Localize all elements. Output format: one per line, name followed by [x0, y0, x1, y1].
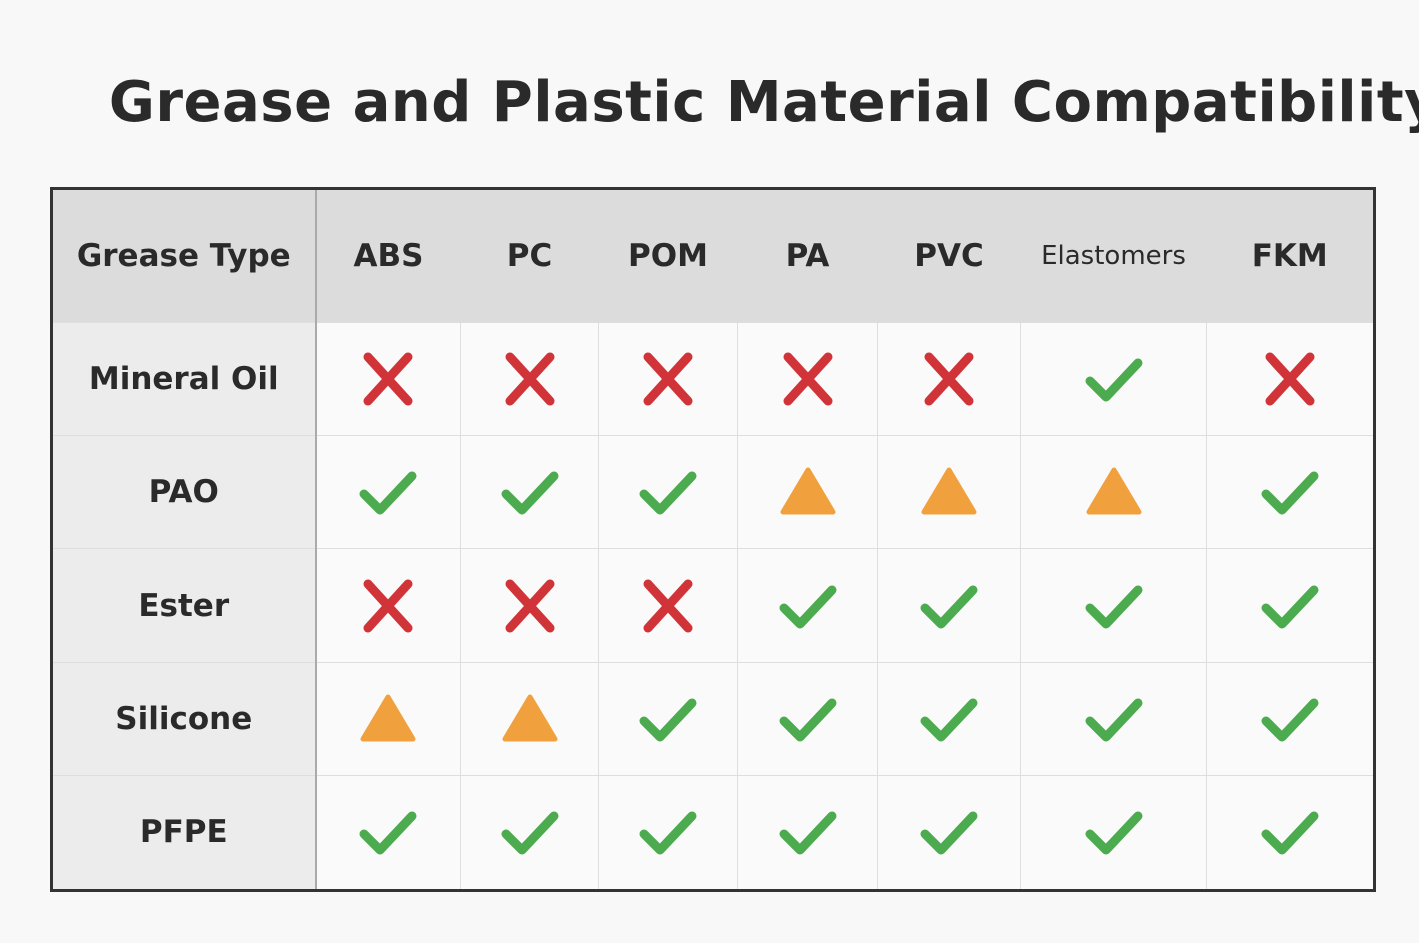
cell	[460, 321, 599, 437]
header-cell: PA	[737, 188, 878, 323]
cell	[1020, 774, 1207, 892]
row-label: PAO	[51, 435, 317, 550]
cell	[598, 548, 738, 663]
row-label: Silicone	[51, 661, 317, 776]
cross-icon	[919, 351, 979, 407]
check-icon	[1260, 464, 1320, 520]
header-cell: Grease Type	[51, 188, 317, 323]
check-icon	[638, 691, 698, 747]
cell	[877, 548, 1021, 663]
check-icon	[1260, 804, 1320, 860]
header-cell: Elastomers	[1020, 188, 1207, 323]
cell	[1020, 548, 1207, 663]
cell	[877, 435, 1021, 550]
cell	[1206, 661, 1375, 776]
cell	[1020, 435, 1207, 550]
check-icon	[1260, 578, 1320, 634]
cell	[598, 435, 738, 550]
check-icon	[919, 804, 979, 860]
cell	[1206, 774, 1375, 892]
check-icon	[638, 464, 698, 520]
cell	[737, 661, 878, 776]
check-icon	[1084, 691, 1144, 747]
row-label: PFPE	[51, 774, 317, 892]
row: PFPE	[51, 774, 1375, 892]
check-icon	[778, 691, 838, 747]
compatibility-table: Grease Type ABS PC POM PA PVC Elastomers…	[50, 187, 1376, 892]
header-cell: PVC	[877, 188, 1021, 323]
caution-icon	[1084, 464, 1144, 520]
cell	[598, 321, 738, 437]
check-icon	[638, 804, 698, 860]
title: Grease and Plastic Material Compatibilit…	[108, 70, 1419, 135]
cross-icon	[1260, 351, 1320, 407]
cell	[877, 774, 1021, 892]
cell	[877, 321, 1021, 437]
cell	[598, 661, 738, 776]
check-icon	[358, 804, 418, 860]
caution-icon	[778, 464, 838, 520]
cross-icon	[500, 351, 560, 407]
check-icon	[778, 804, 838, 860]
header-cell: ABS	[315, 188, 461, 323]
row-label: Mineral Oil	[51, 321, 317, 437]
cell	[315, 774, 461, 892]
check-icon	[1084, 804, 1144, 860]
cell	[460, 661, 599, 776]
cell	[737, 435, 878, 550]
cross-icon	[500, 578, 560, 634]
header-cell: POM	[598, 188, 738, 323]
caution-icon	[358, 691, 418, 747]
cell	[460, 435, 599, 550]
cell	[460, 774, 599, 892]
cell	[1206, 321, 1375, 437]
cross-icon	[638, 351, 698, 407]
cell	[598, 774, 738, 892]
cell	[877, 661, 1021, 776]
row: PAO	[51, 435, 1375, 550]
cross-icon	[358, 578, 418, 634]
cross-icon	[638, 578, 698, 634]
check-icon	[500, 804, 560, 860]
cell	[1206, 435, 1375, 550]
check-icon	[778, 578, 838, 634]
row: Ester	[51, 548, 1375, 663]
cell	[737, 548, 878, 663]
cell	[315, 321, 461, 437]
check-icon	[1260, 691, 1320, 747]
cell	[315, 661, 461, 776]
cell	[1020, 661, 1207, 776]
header-row: Grease Type ABS PC POM PA PVC Elastomers…	[51, 188, 1375, 323]
cross-icon	[778, 351, 838, 407]
check-icon	[919, 578, 979, 634]
cross-icon	[358, 351, 418, 407]
caution-icon	[500, 691, 560, 747]
check-icon	[500, 464, 560, 520]
cell	[737, 774, 878, 892]
row: Silicone	[51, 661, 1375, 776]
cell	[1206, 548, 1375, 663]
cell	[460, 548, 599, 663]
cell	[315, 548, 461, 663]
check-icon	[919, 691, 979, 747]
header-cell: FKM	[1206, 188, 1375, 323]
check-icon	[1084, 351, 1144, 407]
check-icon	[1084, 578, 1144, 634]
cell	[315, 435, 461, 550]
cell	[1020, 321, 1207, 437]
cell	[737, 321, 878, 437]
row: Mineral Oil	[51, 321, 1375, 437]
header-cell: PC	[460, 188, 599, 323]
check-icon	[358, 464, 418, 520]
caution-icon	[919, 464, 979, 520]
row-label: Ester	[51, 548, 317, 663]
